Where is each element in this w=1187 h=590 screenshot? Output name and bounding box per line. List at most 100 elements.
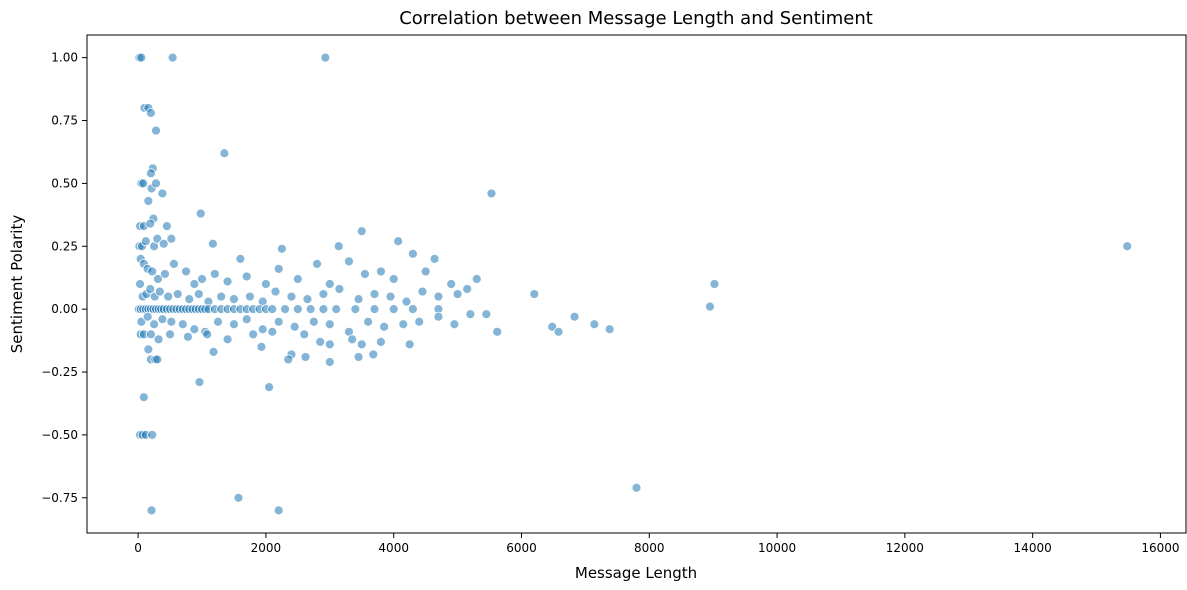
data-point [492, 326, 503, 337]
data-point [486, 188, 497, 199]
data-point [273, 264, 284, 274]
data-point [222, 276, 233, 287]
data-point [368, 349, 379, 360]
y-tick-label: 0.75 [51, 114, 78, 128]
data-point [529, 289, 540, 299]
data-point [433, 291, 444, 302]
data-point [300, 352, 311, 362]
data-point [705, 301, 715, 312]
data-point [324, 319, 335, 330]
data-point [241, 271, 252, 282]
data-point [136, 52, 147, 63]
data-point [369, 289, 380, 299]
data-point [145, 218, 156, 229]
data-point [292, 304, 303, 315]
data-point [417, 286, 428, 297]
data-point [158, 238, 169, 249]
data-point [452, 289, 463, 299]
data-point [209, 269, 220, 279]
x-tick-label: 8000 [634, 541, 665, 555]
data-point [152, 354, 163, 365]
data-point [360, 269, 370, 279]
data-point [172, 289, 183, 299]
data-point [149, 319, 159, 330]
data-point [333, 241, 344, 252]
data-point [184, 294, 195, 304]
x-tick-label: 16000 [1141, 541, 1179, 555]
x-tick-label: 12000 [886, 541, 924, 555]
data-point [356, 339, 367, 350]
data-point [248, 329, 259, 340]
data-point [312, 258, 322, 269]
data-point [481, 309, 492, 320]
data-point [420, 266, 431, 277]
data-point [256, 341, 267, 352]
data-point [229, 294, 239, 304]
data-point [350, 304, 361, 315]
data-point [166, 316, 177, 327]
x-tick-label: 10000 [758, 541, 796, 555]
data-point [363, 316, 374, 327]
data-point [276, 243, 287, 254]
data-point [138, 392, 149, 403]
data-point [166, 233, 177, 244]
data-point [143, 196, 154, 206]
data-point [165, 329, 175, 340]
y-tick-label: −0.25 [41, 365, 78, 379]
data-point [324, 279, 335, 289]
x-tick-label: 0 [134, 541, 142, 555]
x-tick-label: 14000 [1014, 541, 1052, 555]
data-point [320, 52, 331, 63]
data-point [401, 296, 412, 307]
data-point [1122, 241, 1133, 252]
data-point [280, 304, 290, 315]
data-point [398, 319, 409, 330]
data-point [147, 266, 158, 277]
data-point [709, 279, 720, 289]
data-point [189, 279, 200, 289]
data-point [407, 304, 418, 315]
x-tick-label: 6000 [506, 541, 537, 555]
data-point [213, 316, 223, 327]
chart-title: Correlation between Message Length and S… [399, 8, 873, 29]
data-point [197, 274, 207, 284]
data-point [356, 226, 367, 237]
data-point [569, 311, 580, 322]
data-point [229, 319, 239, 330]
data-point [233, 492, 244, 503]
data-point [471, 274, 482, 284]
data-point [157, 314, 168, 325]
plot-frame [86, 34, 1187, 534]
data-point [163, 291, 174, 302]
data-point [318, 304, 329, 315]
data-point [145, 284, 156, 294]
data-point [138, 178, 149, 189]
data-point [589, 319, 600, 330]
data-point [152, 233, 163, 244]
data-point [376, 336, 386, 347]
data-point [388, 304, 399, 315]
data-point [145, 108, 156, 118]
data-point [181, 266, 191, 277]
data-point [286, 291, 297, 302]
data-point [449, 319, 460, 330]
data-point [245, 291, 255, 302]
data-point [168, 258, 179, 269]
data-point [151, 125, 161, 136]
data-point [553, 326, 564, 337]
data-point [604, 324, 615, 335]
data-point [305, 304, 316, 315]
data-point [267, 304, 278, 315]
data-point [195, 208, 206, 219]
data-point [308, 316, 319, 327]
data-point [344, 256, 354, 267]
data-point [194, 377, 205, 387]
data-point [147, 430, 158, 440]
data-point [161, 221, 172, 232]
data-point [465, 309, 476, 320]
data-point [299, 329, 310, 340]
data-point [142, 311, 153, 322]
data-point [146, 505, 157, 516]
data-point [631, 482, 642, 493]
